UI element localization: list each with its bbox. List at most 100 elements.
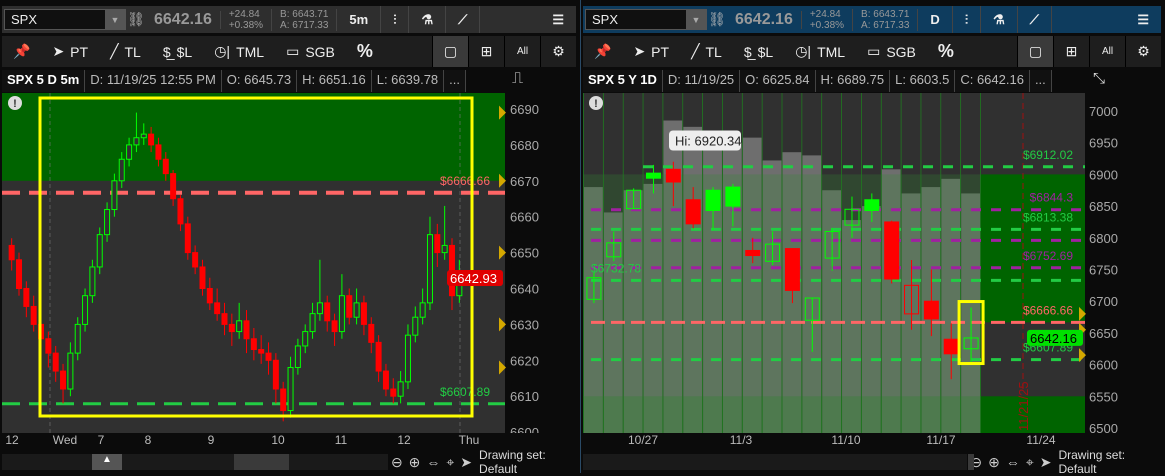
cursor-icon[interactable]: ➤ <box>1039 453 1052 470</box>
candle <box>824 230 840 259</box>
alert-icon-mark: ! <box>13 98 17 110</box>
chevron-down-icon[interactable]: ▼ <box>105 10 125 29</box>
aggregation-button[interactable]: 5m <box>337 6 382 33</box>
style-icon[interactable]: ⎍ <box>512 70 524 87</box>
zoom-in-icon[interactable]: ⊕ <box>408 453 421 470</box>
pan-icon[interactable]: ⇔ <box>1005 454 1020 470</box>
candle <box>390 388 397 397</box>
candle <box>177 198 184 225</box>
all-button[interactable]: All <box>1089 36 1125 67</box>
daily-chart[interactable]: 11/21/25 $6912.02 $6844.3 $6813.38 $6752.69 $… <box>583 93 1163 433</box>
gear-icon[interactable]: ⚙ <box>540 36 576 67</box>
candle <box>280 388 287 412</box>
candle-style-icon[interactable]: ⫶ <box>953 6 982 33</box>
trendline-tool[interactable]: ╱ TL <box>680 36 733 67</box>
grid-layout-icon[interactable]: ⊞ <box>468 36 504 67</box>
volume-profile-bar <box>584 187 603 433</box>
zoom-out-icon[interactable]: ⊖ <box>390 453 403 470</box>
time-axis: 12 Wed 7 8 9 10 11 12 Thu <box>2 433 505 451</box>
candle <box>804 297 820 321</box>
timeline-tool[interactable]: ◷| TML <box>784 36 856 67</box>
candle <box>375 341 382 372</box>
high-tooltip: Hi: 6920.34 <box>675 134 742 149</box>
single-layout-icon[interactable]: ▢ <box>1017 36 1053 67</box>
price-level-tool[interactable]: $̲ $L <box>733 36 784 67</box>
crosshair-icon[interactable]: ⌖ <box>446 453 455 470</box>
menu-icon[interactable]: ☰ <box>1137 11 1149 27</box>
drawing-icon[interactable]: ⟋ <box>446 6 481 33</box>
ask: A: 6717.33 <box>861 19 910 31</box>
candle <box>52 352 59 372</box>
sgb-tool[interactable]: ▭ SGB <box>275 36 346 67</box>
price-tick: 6700 <box>1089 294 1118 309</box>
candle <box>864 199 880 212</box>
price-tick: 6630 <box>510 317 539 332</box>
percent-tool[interactable]: % <box>356 41 373 61</box>
line-icon: ╱ <box>691 43 700 59</box>
timeline-tool[interactable]: ◷| TML <box>203 36 275 67</box>
price-tick: 6750 <box>1089 263 1118 278</box>
scrollbar[interactable] <box>583 454 974 470</box>
sgb-tool[interactable]: ▭ SGB <box>856 36 927 67</box>
pin-icon[interactable]: 📌 <box>594 43 612 59</box>
price-level-label: $6813.38 <box>1023 210 1073 224</box>
cursor-icon[interactable]: ➤ <box>460 453 473 470</box>
single-layout-icon[interactable]: ▢ <box>432 36 468 67</box>
dollar-icon: $̲ <box>743 43 752 60</box>
symbol-selector[interactable]: SPX ▼ <box>4 9 126 30</box>
chevron-down-icon[interactable]: ▼ <box>686 10 706 29</box>
candle <box>140 133 147 139</box>
link-icon[interactable]: ⛓ <box>127 11 145 27</box>
more[interactable]: ... <box>444 70 467 92</box>
link-icon[interactable]: ⛓ <box>708 11 726 27</box>
menu-icon[interactable]: ☰ <box>552 11 564 27</box>
pointer-tool[interactable]: ➤ PT <box>622 36 680 67</box>
price-tick: 6600 <box>510 425 539 433</box>
trendline-tool[interactable]: ╱ TL <box>99 36 152 67</box>
price-tick: 6550 <box>1089 389 1118 404</box>
time-tick: 11/10 <box>831 433 861 447</box>
pin-icon[interactable]: 📌 <box>13 43 31 59</box>
scroll-thumb[interactable] <box>968 454 974 470</box>
label: PT <box>651 43 670 60</box>
candle-style-icon[interactable]: ⫶ <box>381 6 410 33</box>
high: H: 6689.75 <box>816 70 891 92</box>
drawing-set[interactable]: Drawing set: Default <box>479 448 546 476</box>
high: H: 6651.16 <box>297 70 372 92</box>
flask-icon[interactable]: ⚗ <box>409 6 447 33</box>
all-button[interactable]: All <box>504 36 540 67</box>
pointer-tool[interactable]: ➤ PT <box>41 36 99 67</box>
candle <box>586 277 602 300</box>
candle <box>104 209 111 236</box>
collapse-arrows-icon[interactable]: ⤡ <box>1093 70 1106 87</box>
candle <box>96 234 103 268</box>
expand-handle[interactable]: ▲ <box>92 454 122 470</box>
scrollbar[interactable]: ▲ <box>2 454 388 470</box>
candle <box>250 338 257 351</box>
aggregation-button[interactable]: D <box>918 6 953 33</box>
candle <box>904 284 920 315</box>
drawing-set[interactable]: Drawing set: Default <box>1058 448 1126 476</box>
drawing-icon[interactable]: ⟋ <box>1018 6 1052 33</box>
gear-icon[interactable]: ⚙ <box>1125 36 1161 67</box>
flask-icon[interactable]: ⚗ <box>981 6 1018 33</box>
label: SGB <box>305 43 335 60</box>
price-level-tool[interactable]: $̲ $L <box>152 36 203 67</box>
zoom-out-icon[interactable]: ⊖ <box>970 453 983 470</box>
pan-icon[interactable]: ⇔ <box>426 454 441 470</box>
date-line-label: 11/21/25 <box>1016 381 1031 431</box>
time-axis: 10/27 11/3 11/10 11/17 11/24 <box>583 433 1086 451</box>
candle <box>331 320 338 333</box>
alert-icon <box>589 96 603 110</box>
more[interactable]: ... <box>1030 70 1052 92</box>
zoom-in-icon[interactable]: ⊕ <box>988 453 1000 470</box>
symbol-selector[interactable]: SPX ▼ <box>585 9 707 30</box>
grid-layout-icon[interactable]: ⊞ <box>1053 36 1089 67</box>
crosshair-icon[interactable]: ⌖ <box>1025 453 1034 470</box>
label: $L <box>176 43 193 60</box>
candle <box>765 243 781 262</box>
price-level-label: $6844.3 <box>1030 191 1074 205</box>
intraday-chart[interactable]: $6666.66 $6607.89! 6690 6680 6670 6660 6650 664… <box>2 93 577 433</box>
scroll-thumb[interactable] <box>234 454 289 470</box>
percent-tool[interactable]: % <box>937 41 954 61</box>
